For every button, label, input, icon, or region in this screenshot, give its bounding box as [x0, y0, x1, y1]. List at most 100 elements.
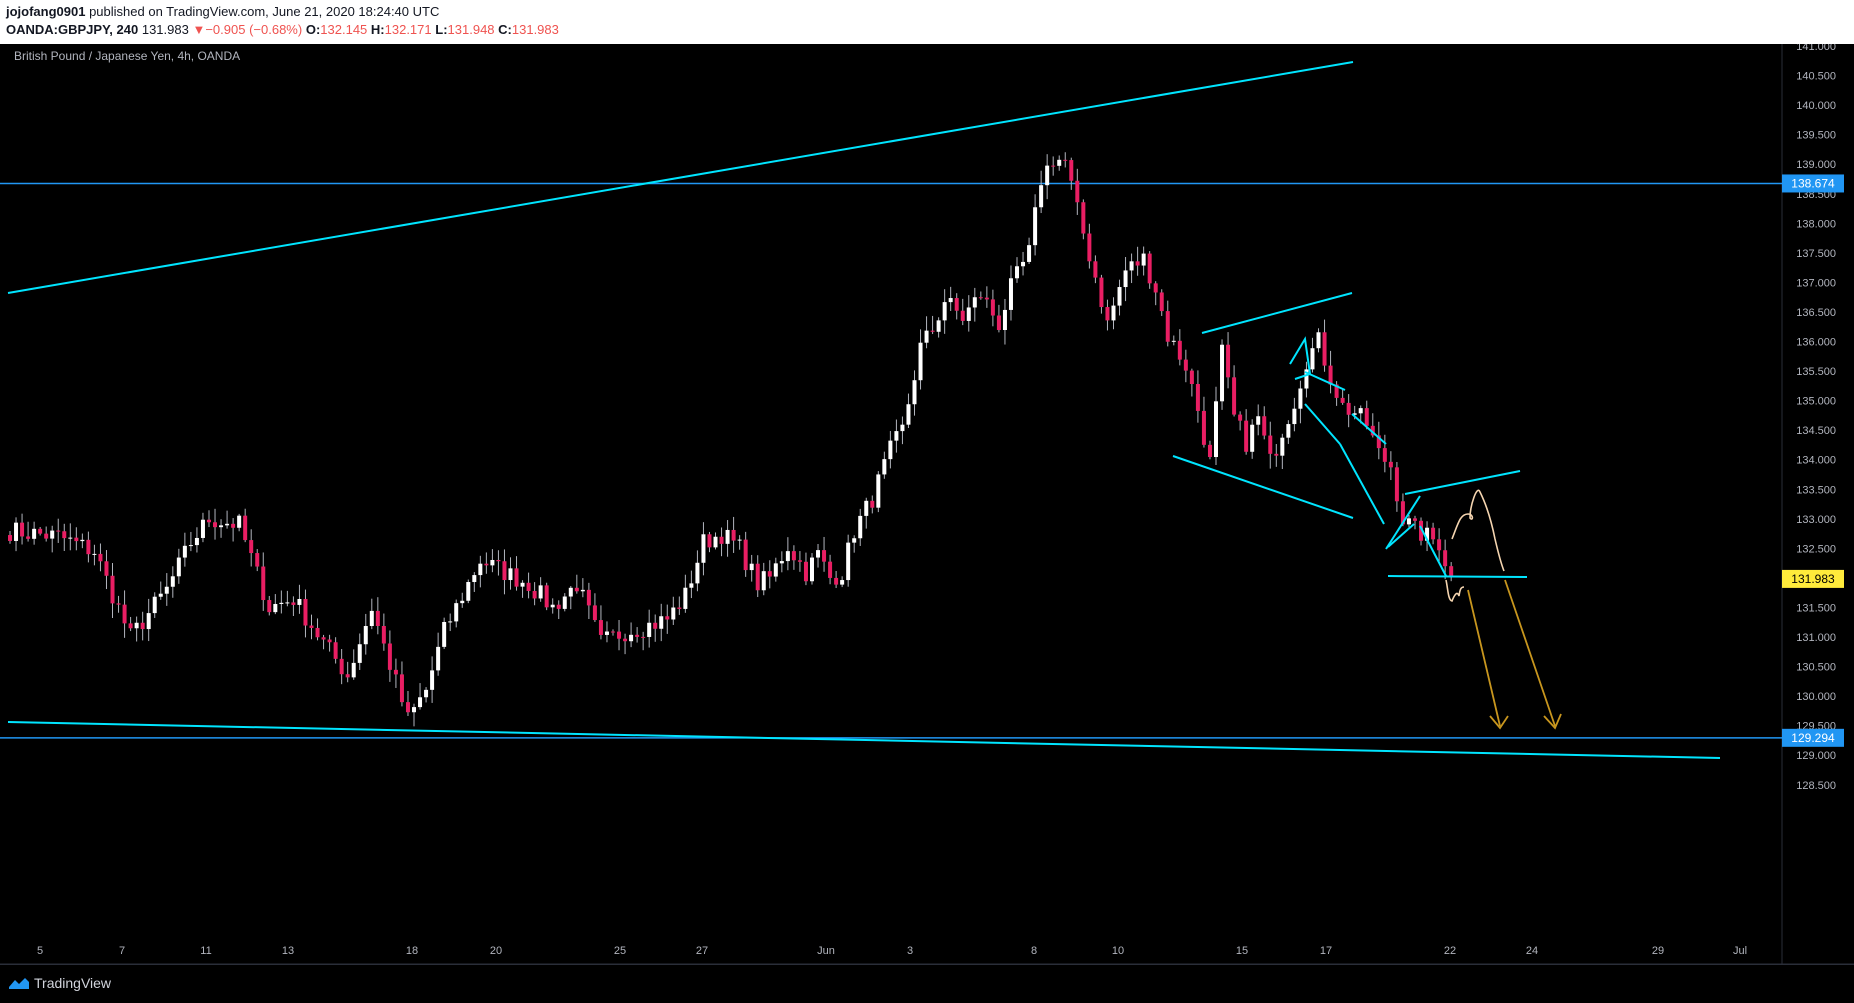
- upper-trendline[interactable]: [7, 61, 1354, 294]
- flag-top-line[interactable]: [1304, 371, 1346, 391]
- wedge-bottom-line[interactable]: [1339, 443, 1385, 525]
- down-arrow-icon: ▼: [192, 22, 206, 37]
- horizontal-levels[interactable]: 138.674 129.294: [0, 174, 1844, 747]
- lower-trendline[interactable]: [7, 721, 1721, 759]
- candle-body: [791, 551, 796, 561]
- arrow-head-2: [1543, 713, 1562, 730]
- forecast-squiggle[interactable]: [1445, 579, 1465, 602]
- candle-body: [303, 598, 308, 626]
- candle-body: [291, 602, 296, 605]
- candle-body: [1449, 566, 1454, 576]
- channel-bottom-line[interactable]: [1172, 455, 1354, 519]
- candle-body: [1183, 359, 1188, 371]
- candle-body: [592, 605, 597, 621]
- candle-body: [502, 561, 507, 581]
- candle-body: [906, 404, 911, 425]
- candle-body: [550, 604, 555, 608]
- candle-body: [617, 631, 622, 639]
- candle-body: [327, 639, 332, 643]
- target-arrow-2[interactable]: [1504, 579, 1556, 727]
- price-chart[interactable]: British Pound / Japanese Yen, 4h, OANDA …: [0, 44, 1854, 964]
- channel-top-line[interactable]: [1201, 292, 1353, 334]
- tradingview-logo[interactable]: TradingView: [8, 975, 111, 991]
- forecast-sketch[interactable]: [1451, 489, 1505, 572]
- time-tick-label: 11: [200, 945, 211, 957]
- time-tick-label: 7: [119, 945, 125, 957]
- pennant-right-line[interactable]: [1419, 525, 1447, 577]
- candle-body: [1171, 340, 1176, 342]
- candle-body: [32, 528, 37, 539]
- last-price-tag: 131.983: [1782, 569, 1844, 588]
- time-axis[interactable]: 5 7 11 13 18 20 25 27 Jun 3 8 10 15 17 22 24 29 Jul: [37, 945, 1747, 957]
- candle-body: [104, 561, 109, 576]
- flag-bottom-line[interactable]: [1304, 403, 1341, 445]
- candle-body: [731, 529, 736, 541]
- candle-body: [1075, 180, 1080, 203]
- candle-body: [38, 528, 43, 534]
- candle-body: [424, 689, 429, 698]
- wedge-top-line[interactable]: [1351, 413, 1387, 445]
- publication-line: jojofang0901 published on TradingView.co…: [6, 4, 439, 19]
- candle-body: [1069, 160, 1074, 181]
- candle-body: [393, 669, 398, 675]
- candle-body: [755, 563, 760, 591]
- footer: TradingView: [0, 964, 1854, 1003]
- price-tick-label: 136.000: [1796, 337, 1836, 349]
- pennant-top-line[interactable]: [1404, 470, 1521, 495]
- candle-body: [1147, 253, 1152, 284]
- candle-body: [68, 537, 73, 539]
- candle-body: [484, 563, 489, 566]
- candle-body: [56, 530, 61, 532]
- candle-body: [990, 299, 995, 316]
- price-tick-label: 141.000: [1796, 44, 1836, 53]
- candle-body: [1412, 518, 1417, 521]
- candle-body: [442, 621, 447, 647]
- candle-body: [1123, 270, 1128, 288]
- candle-body: [996, 315, 1001, 331]
- candle-body: [1334, 384, 1339, 398]
- candle-body: [508, 568, 513, 581]
- tradingview-logo-icon: [9, 978, 29, 989]
- candle-body: [14, 522, 19, 541]
- price-tick-label: 139.500: [1796, 130, 1836, 142]
- small-flag[interactable]: [1289, 336, 1312, 380]
- candle-body: [1045, 165, 1050, 186]
- candle-body: [689, 583, 694, 588]
- time-tick-label: 17: [1320, 945, 1332, 957]
- candle-body: [1021, 261, 1026, 267]
- pennant-left-line[interactable]: [1385, 495, 1421, 550]
- candle-body: [912, 380, 917, 405]
- candle-body: [966, 307, 971, 321]
- candle-body: [92, 553, 97, 555]
- candle-body: [44, 533, 49, 539]
- candle-body: [1051, 165, 1056, 167]
- low-label: L:: [435, 22, 448, 37]
- candle-body: [381, 626, 386, 644]
- candle-body: [472, 575, 477, 583]
- price-axis[interactable]: 141.000140.500140.000139.500139.000138.5…: [1796, 44, 1836, 792]
- time-tick-label: 8: [1031, 945, 1037, 957]
- candle-body: [285, 602, 290, 604]
- candle-body: [659, 616, 664, 629]
- close-value: 131.983: [511, 22, 559, 37]
- candle-body: [158, 593, 163, 597]
- candle-body: [333, 642, 338, 659]
- candle-body: [520, 582, 525, 587]
- candle-body: [1165, 311, 1170, 342]
- candle-body: [188, 545, 193, 547]
- candle-body: [1015, 266, 1020, 279]
- candle-body: [164, 586, 169, 594]
- arrow-head-1: [1489, 715, 1509, 730]
- candle-body: [960, 310, 965, 321]
- candle-body: [146, 613, 151, 630]
- author-name[interactable]: jojofang0901: [6, 4, 86, 19]
- target-arrow-1[interactable]: [1467, 589, 1501, 727]
- drawings[interactable]: [7, 61, 1721, 759]
- candle-body: [1027, 245, 1032, 262]
- candle-body: [1274, 453, 1279, 456]
- candle-body: [767, 571, 772, 577]
- candle-body: [858, 515, 863, 539]
- candle-body: [1292, 408, 1297, 425]
- neckline[interactable]: [1387, 575, 1528, 578]
- candle-body: [418, 697, 423, 708]
